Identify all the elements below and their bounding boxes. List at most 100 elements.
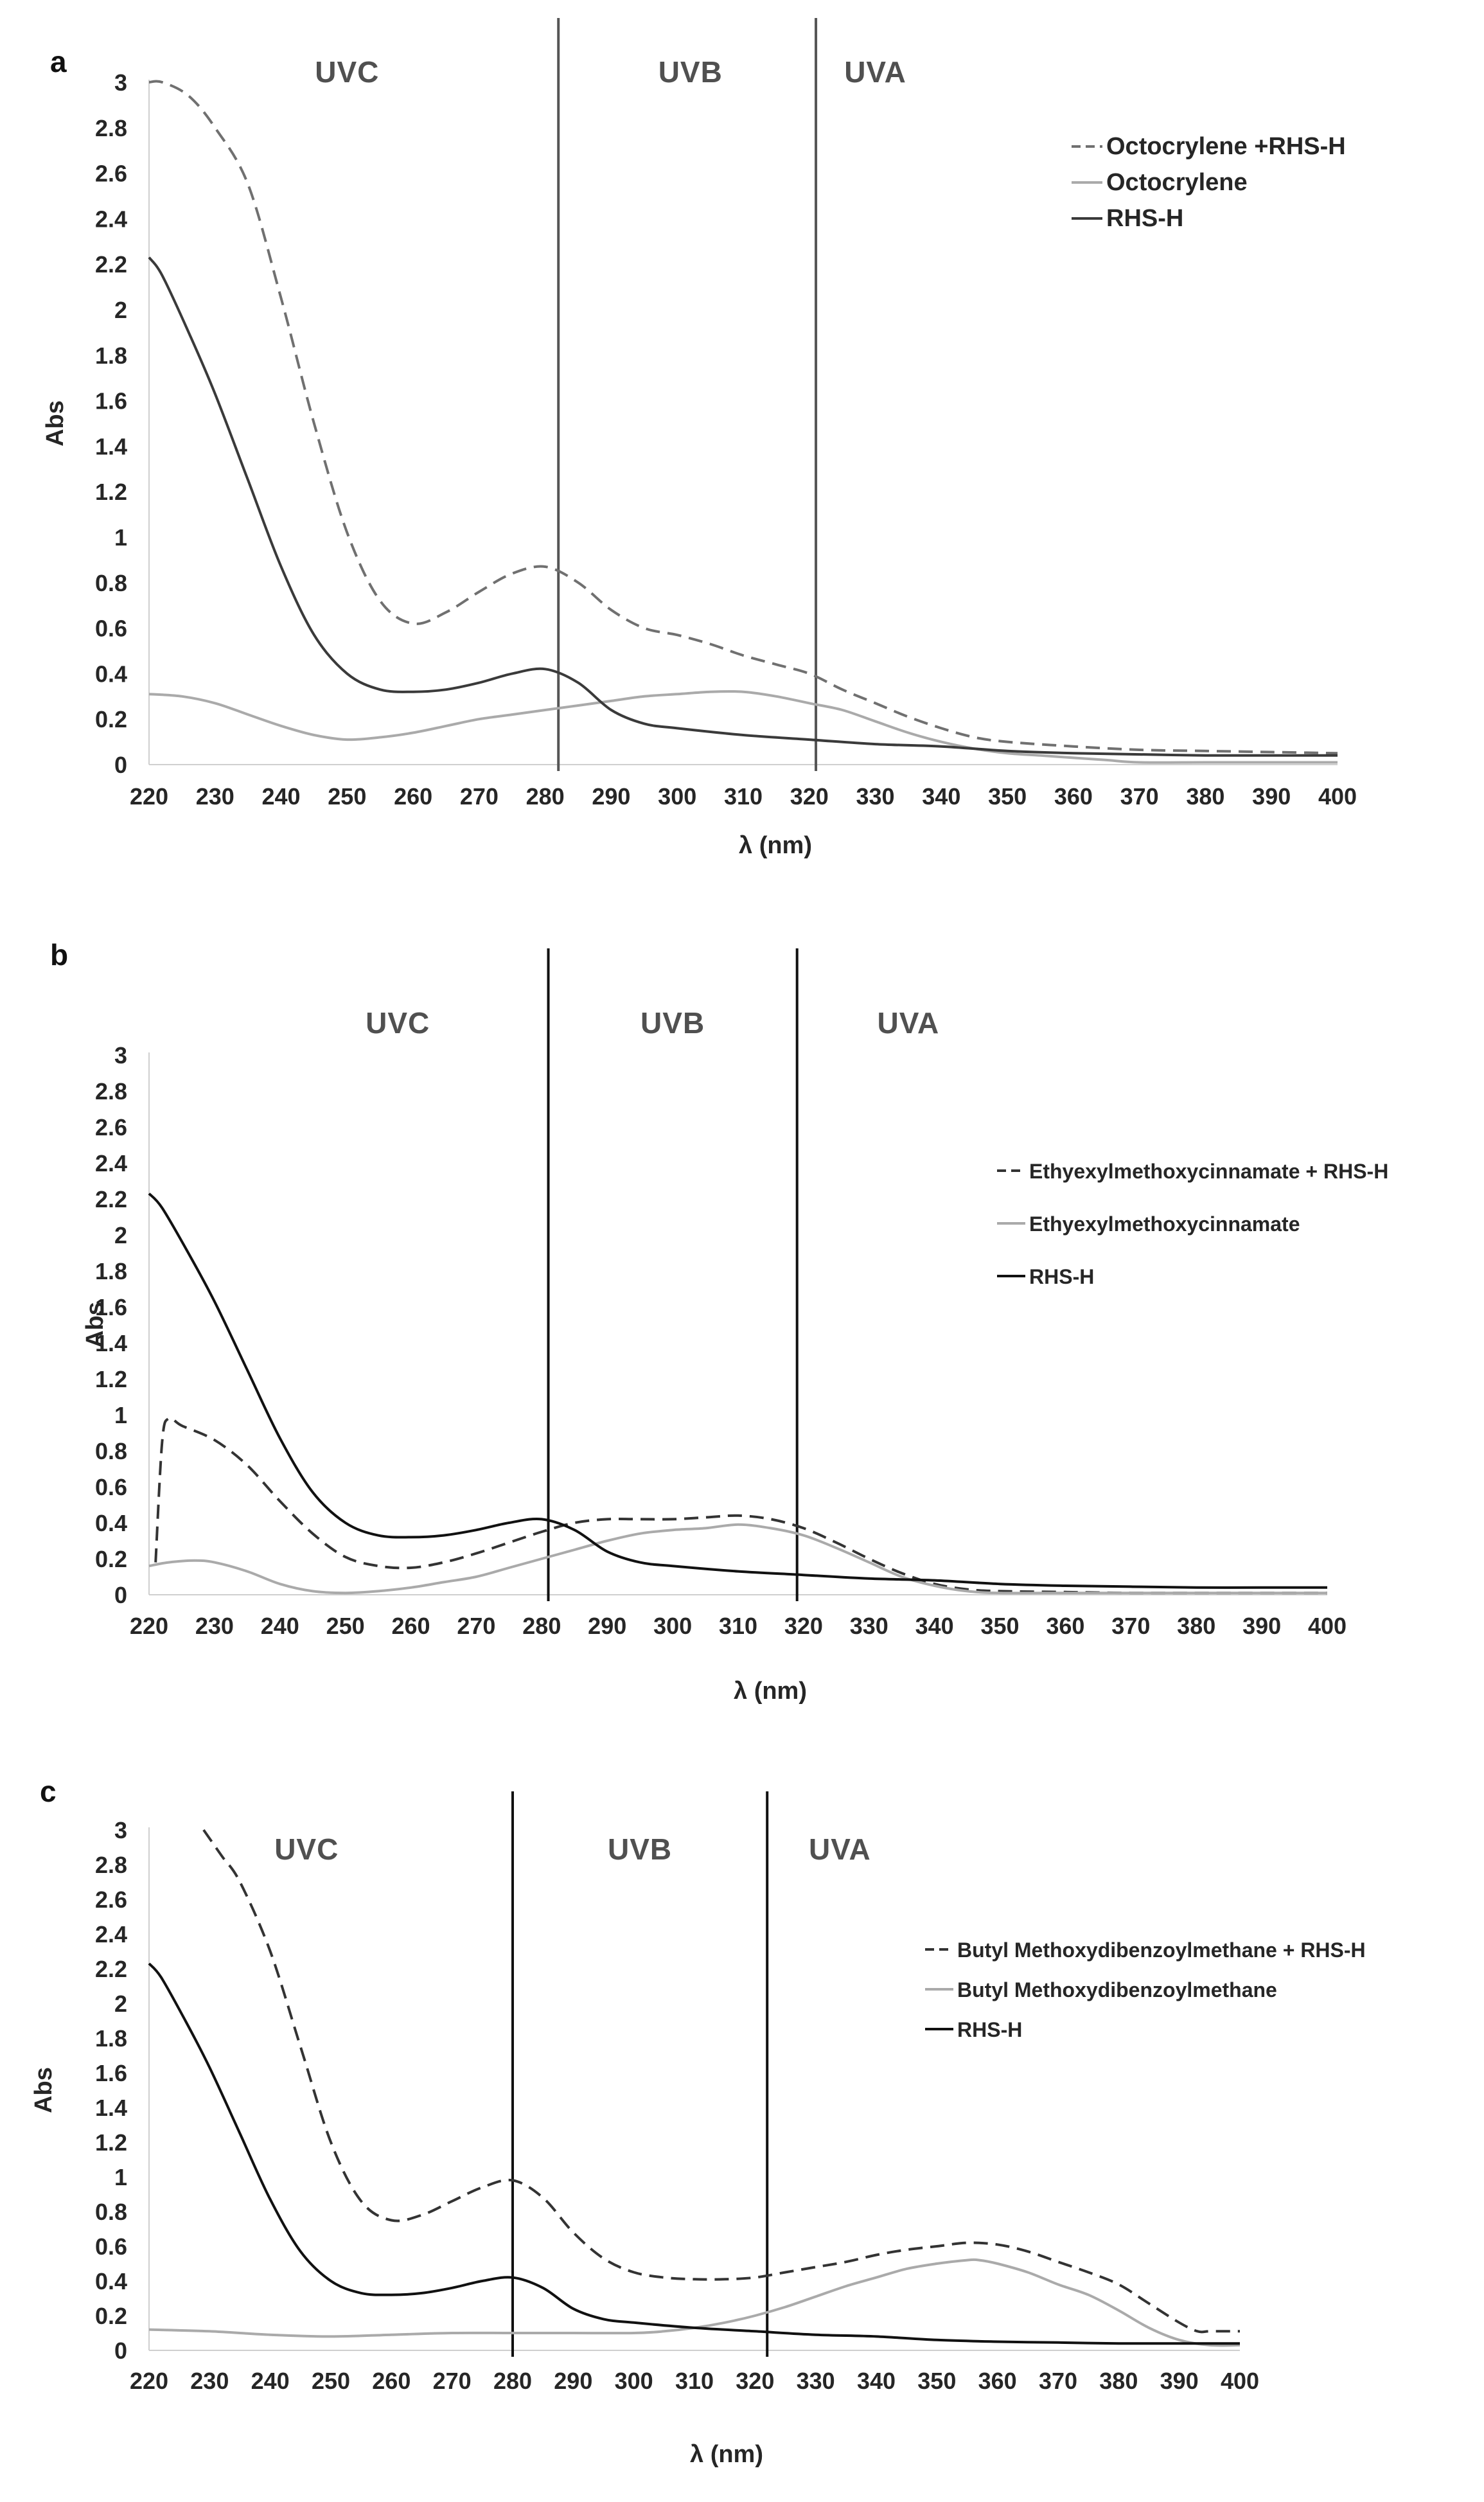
y-axis-title: Abs bbox=[82, 1302, 109, 1348]
y-tick-label: 1.6 bbox=[95, 2060, 127, 2086]
x-tick-label: 250 bbox=[328, 783, 366, 810]
x-tick-label: 240 bbox=[262, 783, 301, 810]
x-tick-label: 370 bbox=[1120, 783, 1159, 810]
y-tick-label: 2.8 bbox=[95, 1852, 127, 1878]
series-line-2 bbox=[148, 1523, 1327, 1595]
y-tick-label: 2.4 bbox=[95, 206, 127, 232]
y-tick-label: 0.8 bbox=[95, 2199, 127, 2225]
y-tick-label: 2.2 bbox=[95, 1956, 127, 1982]
x-tick-label: 300 bbox=[653, 1613, 692, 1639]
legend-entry: Octocrylene bbox=[1106, 169, 1248, 196]
y-tick-label: 0.8 bbox=[95, 570, 127, 596]
x-tick-label: 390 bbox=[1160, 2368, 1199, 2394]
x-tick-label: 320 bbox=[736, 2368, 774, 2394]
y-tick-label: 1.4 bbox=[95, 1330, 127, 1356]
y-tick-label: 0.6 bbox=[95, 1474, 127, 1500]
legend-entry: RHS-H bbox=[1029, 1265, 1094, 1288]
x-tick-label: 220 bbox=[130, 2368, 168, 2394]
y-tick-label: 0.6 bbox=[95, 616, 127, 642]
x-tick-label: 300 bbox=[615, 2368, 653, 2394]
x-tick-label: 400 bbox=[1308, 1613, 1347, 1639]
y-tick-label: 1.4 bbox=[95, 433, 127, 459]
x-tick-label: 320 bbox=[784, 1613, 823, 1639]
legend-entry: Ethyexylmethoxycinnamate bbox=[1029, 1212, 1300, 1236]
x-tick-label: 220 bbox=[130, 1613, 168, 1639]
y-tick-label: 0.2 bbox=[95, 2303, 127, 2329]
x-tick-label: 300 bbox=[658, 783, 696, 810]
y-tick-label: 0.4 bbox=[95, 1510, 127, 1536]
legend: Octocrylene +RHS-H Octocrylene RHS-H bbox=[1072, 133, 1346, 232]
y-tick-label: 2.4 bbox=[95, 1150, 127, 1176]
y-tick-label: 2.6 bbox=[95, 1114, 127, 1140]
legend-entry: Ethyexylmethoxycinnamate + RHS-H bbox=[1029, 1160, 1388, 1183]
y-tick-label: 1.2 bbox=[95, 479, 127, 505]
x-tick-label: 400 bbox=[1318, 783, 1357, 810]
x-tick-label: 390 bbox=[1252, 783, 1291, 810]
y-tick-label: 3 bbox=[114, 1042, 127, 1069]
x-tick-label: 270 bbox=[460, 783, 499, 810]
y-tick-label: 3 bbox=[114, 1817, 127, 1843]
y-tick-label: 1.2 bbox=[95, 2129, 127, 2156]
x-tick-label: 310 bbox=[675, 2368, 714, 2394]
x-tick-label: 330 bbox=[797, 2368, 835, 2394]
region-label-uvc: UVC bbox=[274, 1832, 339, 1866]
y-tick-label: 1 bbox=[114, 524, 127, 551]
x-tick-label: 290 bbox=[592, 783, 630, 810]
y-tick-label: 2.2 bbox=[95, 1186, 127, 1212]
y-tick-label: 0.8 bbox=[95, 1438, 127, 1464]
chart-panel-b: b 0 0.2 0.4 0.6 0.8 1 1.2 1.4 1.6 1.8 2 2.2 2.4 2.6 2.8… bbox=[50, 938, 1388, 1705]
x-tick-label: 340 bbox=[922, 783, 960, 810]
y-tick-label: 0.2 bbox=[95, 1546, 127, 1572]
y-tick-label: 1.2 bbox=[95, 1366, 127, 1392]
x-tick-label: 240 bbox=[251, 2368, 290, 2394]
y-tick-label: 1.4 bbox=[95, 2095, 127, 2121]
x-tick-label: 360 bbox=[1046, 1613, 1084, 1639]
y-tick-label: 2.6 bbox=[95, 1886, 127, 1913]
x-tick-label: 250 bbox=[326, 1613, 365, 1639]
y-tick-label: 1.8 bbox=[95, 1258, 127, 1284]
x-tick-label: 240 bbox=[261, 1613, 299, 1639]
y-tick-label: 0 bbox=[114, 1582, 127, 1608]
legend-entry: RHS-H bbox=[957, 2018, 1022, 2041]
series-line-2 bbox=[148, 690, 1338, 764]
y-tick-label: 2.8 bbox=[95, 1078, 127, 1105]
x-tick-label: 290 bbox=[588, 1613, 626, 1639]
panel-letter-b: b bbox=[50, 938, 68, 972]
region-label-uvb: UVB bbox=[640, 1006, 705, 1040]
x-tick-label: 380 bbox=[1099, 2368, 1138, 2394]
region-label-uvc: UVC bbox=[366, 1006, 430, 1040]
x-tick-label: 290 bbox=[554, 2368, 592, 2394]
series-line-1 bbox=[202, 1829, 1240, 2334]
y-tick-label: 0.4 bbox=[95, 2268, 127, 2294]
x-tick-label: 260 bbox=[392, 1613, 430, 1639]
y-axis-title: Abs bbox=[42, 400, 69, 447]
series-line-1 bbox=[154, 1416, 1327, 1595]
x-tick-label: 350 bbox=[917, 2368, 956, 2394]
x-tick-label: 230 bbox=[196, 783, 234, 810]
legend-entry: Octocrylene +RHS-H bbox=[1106, 133, 1346, 160]
x-tick-label: 230 bbox=[195, 1613, 234, 1639]
x-axis-title: λ (nm) bbox=[734, 1678, 807, 1705]
x-tick-label: 260 bbox=[372, 2368, 411, 2394]
series-line-3 bbox=[148, 1962, 1240, 2345]
x-tick-label: 320 bbox=[790, 783, 829, 810]
region-label-uva: UVA bbox=[878, 1006, 940, 1040]
x-tick-label: 340 bbox=[915, 1613, 954, 1639]
y-tick-label: 0.4 bbox=[95, 661, 127, 687]
x-tick-label: 380 bbox=[1177, 1613, 1215, 1639]
x-tick-label: 330 bbox=[850, 1613, 888, 1639]
x-tick-label: 390 bbox=[1242, 1613, 1281, 1639]
region-label-uvc: UVC bbox=[315, 55, 379, 89]
x-tick-label: 360 bbox=[1054, 783, 1093, 810]
region-label-uvb: UVB bbox=[658, 55, 723, 89]
x-tick-label: 270 bbox=[433, 2368, 472, 2394]
region-label-uvb: UVB bbox=[608, 1832, 672, 1866]
x-tick-label: 280 bbox=[526, 783, 565, 810]
legend-entry: RHS-H bbox=[1106, 205, 1183, 232]
chart-panel-c: c 0 0.2 0.4 0.6 0.8 1 1.2 1.4 1.6 1.8 2 2.2 2.4 2.6 2.8… bbox=[30, 1775, 1366, 2468]
y-tick-label: 1.8 bbox=[95, 342, 127, 369]
y-tick-label: 1 bbox=[114, 1402, 127, 1428]
x-tick-label: 350 bbox=[988, 783, 1027, 810]
panel-letter-a: a bbox=[50, 45, 67, 78]
x-tick-label: 280 bbox=[493, 2368, 532, 2394]
